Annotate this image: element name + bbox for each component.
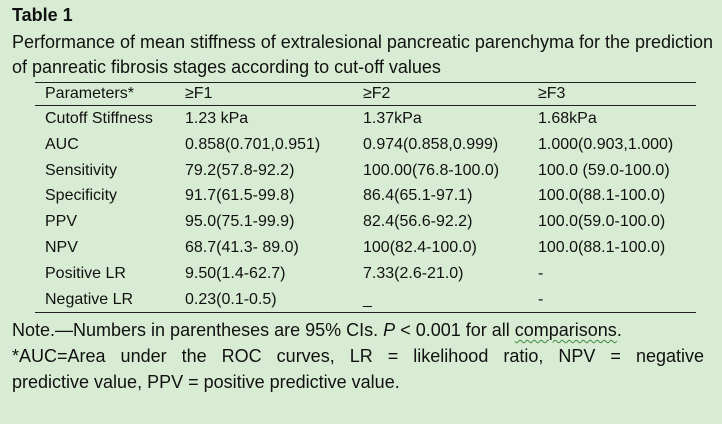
table-cell: 0.858(0.701,0.951) [185,135,321,153]
note-p-symbol: P [383,320,396,340]
table-cell: 100(82.4-100.0) [363,238,477,256]
data-table-wrapper: Parameters* ≥F1 ≥F2 ≥F3 Cutoff Stiffness… [35,82,696,314]
header-row: Parameters* ≥F1 ≥F2 ≥F3 [35,83,696,105]
table-cell: 7.33(2.6-21.0) [363,264,464,282]
table-row: Sensitivity 79.2(57.8-92.2) 100.00(76.8-… [35,158,696,184]
table-cell: 100.0(88.1-100.0) [538,238,666,256]
spellcheck-word: comparisons [514,320,617,340]
table-row: Positive LR 9.50(1.4-62.7) 7.33(2.6-21.0… [35,261,696,287]
table-cell: Specificity [45,187,118,205]
table-cell: 68.7(41.3- 89.0) [185,238,299,256]
note-end: . [616,320,622,340]
table-cell: 0.23(0.1-0.5) [185,290,277,308]
table-row: Negative LR 0.23(0.1-0.5) _ - [35,287,696,313]
table-cell: 1.68kPa [538,110,597,127]
header-cell: ≥F1 [185,85,213,102]
abbrev-line-1: *AUC=Area under the ROC curves, LR = lik… [12,346,704,366]
table-cell: Sensitivity [45,161,118,179]
table-cell: - [538,264,544,282]
table-cell: _ [363,290,372,308]
table-row: Specificity 91.7(61.5-99.8) 86.4(65.1-97… [35,183,696,209]
note-line: Note.—Numbers in parentheses are 95% CIs… [12,317,704,343]
table-cell: 100.0(59.0-100.0) [538,213,666,231]
table-cell: 9.50(1.4-62.7) [185,264,286,282]
table-caption: Performance of mean stiffness of extrale… [12,32,714,77]
table-cell: 86.4(65.1-97.1) [363,187,473,205]
table-cell: 100.0(88.1-100.0) [538,187,666,205]
table-cell: - [538,290,544,308]
table-row: Cutoff Stiffness 1.23 kPa 1.37kPa 1.68kP… [35,106,696,132]
header-cell: Parameters* [45,85,134,102]
note-p-text: < 0.001 for all [395,320,515,340]
table-cell: 1.23 kPa [185,110,249,127]
table-cell: 91.7(61.5-99.8) [185,187,295,205]
table-cell: NPV [45,238,78,256]
table-cell: 1.37kPa [363,110,422,127]
table-cell: 100.00(76.8-100.0) [363,161,500,179]
top-rule [35,82,696,83]
table-cell: 79.2(57.8-92.2) [185,161,295,179]
header-rule [35,105,696,106]
table-cell: 1.000(0.903,1.000) [538,135,674,153]
bottom-rule [35,312,696,314]
table-row: NPV 68.7(41.3- 89.0) 100(82.4-100.0) 100… [35,235,696,261]
table-cell: 100.0 (59.0-100.0) [538,161,670,179]
table-title: Table 1 [12,5,73,25]
header-cell: ≥F3 [538,85,566,102]
table-cell: Negative LR [45,290,134,308]
table-row: PPV 95.0(75.1-99.9) 82.4(56.6-92.2) 100.… [35,209,696,235]
table-cell: PPV [45,213,78,231]
table-cell: 95.0(75.1-99.9) [185,213,295,231]
table-cell: AUC [45,135,79,153]
table-cell: 0.974(0.858,0.999) [363,135,499,153]
table-cell: Positive LR [45,264,126,282]
table-row: AUC 0.858(0.701,0.951) 0.974(0.858,0.999… [35,132,696,158]
header-cell: ≥F2 [363,85,391,102]
note-prefix: Note.—Numbers in parentheses are 95% CIs… [12,320,384,340]
table-cell: Cutoff Stiffness [45,110,153,127]
abbrev-line-2: predictive value, PPV = positive predict… [12,372,400,392]
data-table: Parameters* ≥F1 ≥F2 ≥F3 Cutoff Stiffness… [35,83,696,312]
table-note: Note.—Numbers in parentheses are 95% CIs… [12,317,704,395]
table-cell: 82.4(56.6-92.2) [363,213,473,231]
